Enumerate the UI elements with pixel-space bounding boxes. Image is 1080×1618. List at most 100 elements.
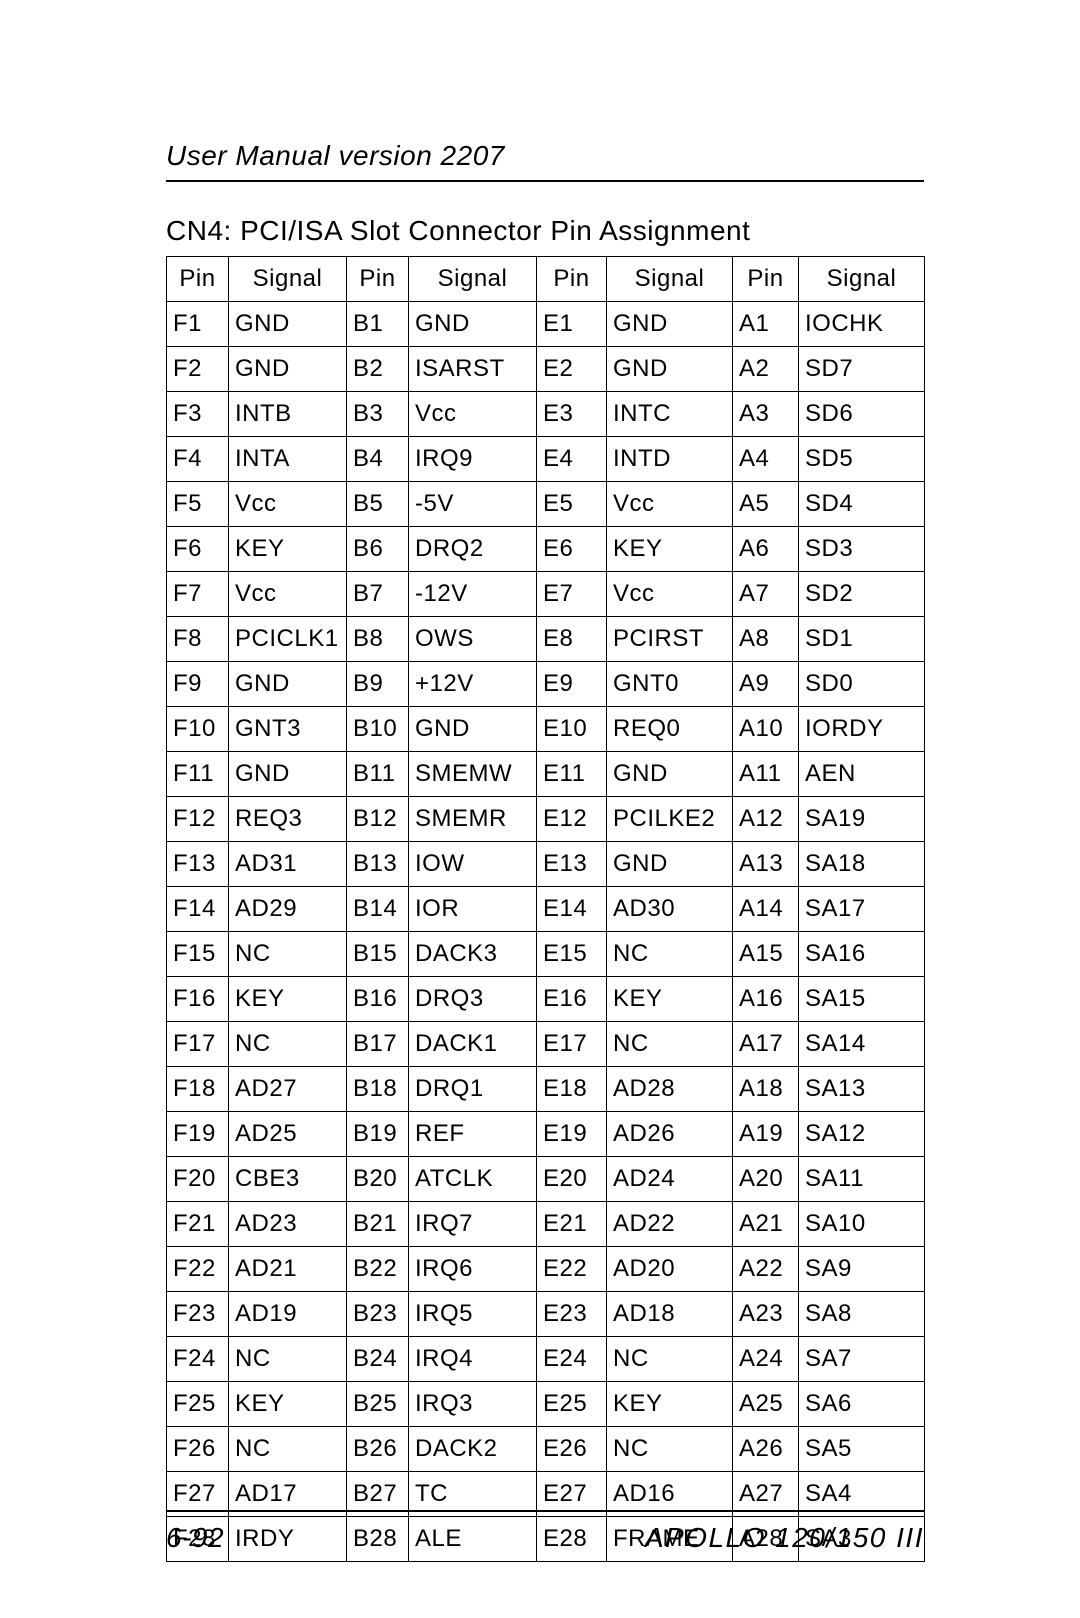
- table-row: F21AD23B21IRQ7E21AD22A21SA10: [167, 1202, 925, 1247]
- cell-pin: B17: [347, 1022, 409, 1067]
- table-row: F7VccB7-12VE7VccA7SD2: [167, 572, 925, 617]
- cell-signal: KEY: [607, 1382, 733, 1427]
- section-title: CN4: PCI/ISA Slot Connector Pin Assignme…: [166, 215, 750, 247]
- cell-signal: DACK3: [409, 932, 537, 977]
- cell-pin: F18: [167, 1067, 229, 1112]
- cell-pin: F6: [167, 527, 229, 572]
- col-header-pin: Pin: [733, 257, 799, 302]
- cell-pin: A9: [733, 662, 799, 707]
- col-header-signal: Signal: [229, 257, 347, 302]
- cell-pin: A18: [733, 1067, 799, 1112]
- cell-signal: SA17: [799, 887, 925, 932]
- cell-pin: A13: [733, 842, 799, 887]
- cell-pin: A23: [733, 1292, 799, 1337]
- cell-signal: IOR: [409, 887, 537, 932]
- cell-signal: SA7: [799, 1337, 925, 1382]
- cell-pin: A6: [733, 527, 799, 572]
- cell-pin: A25: [733, 1382, 799, 1427]
- cell-signal: SD5: [799, 437, 925, 482]
- cell-pin: B26: [347, 1427, 409, 1472]
- cell-signal: SA16: [799, 932, 925, 977]
- cell-pin: B4: [347, 437, 409, 482]
- cell-pin: B11: [347, 752, 409, 797]
- cell-signal: PCICLK1: [229, 617, 347, 662]
- cell-pin: A15: [733, 932, 799, 977]
- cell-pin: F20: [167, 1157, 229, 1202]
- cell-pin: A8: [733, 617, 799, 662]
- cell-signal: Vcc: [607, 572, 733, 617]
- cell-pin: F7: [167, 572, 229, 617]
- cell-pin: F5: [167, 482, 229, 527]
- cell-signal: GNT0: [607, 662, 733, 707]
- cell-pin: B13: [347, 842, 409, 887]
- cell-pin: E10: [537, 707, 607, 752]
- cell-signal: KEY: [607, 977, 733, 1022]
- cell-signal: GND: [607, 302, 733, 347]
- cell-pin: B15: [347, 932, 409, 977]
- cell-pin: B12: [347, 797, 409, 842]
- cell-pin: B16: [347, 977, 409, 1022]
- cell-signal: OWS: [409, 617, 537, 662]
- cell-pin: F8: [167, 617, 229, 662]
- cell-signal: IRQ4: [409, 1337, 537, 1382]
- cell-signal: KEY: [229, 527, 347, 572]
- table-row: F2GNDB2ISARSTE2GNDA2SD7: [167, 347, 925, 392]
- cell-pin: E15: [537, 932, 607, 977]
- cell-signal: SA13: [799, 1067, 925, 1112]
- cell-pin: B8: [347, 617, 409, 662]
- cell-pin: E26: [537, 1427, 607, 1472]
- table-row: F9GNDB9+12VE9GNT0A9SD0: [167, 662, 925, 707]
- cell-pin: F17: [167, 1022, 229, 1067]
- cell-pin: E3: [537, 392, 607, 437]
- cell-signal: SD4: [799, 482, 925, 527]
- cell-signal: ISARST: [409, 347, 537, 392]
- table-row: F6KEYB6DRQ2E6KEYA6SD3: [167, 527, 925, 572]
- cell-signal: REQ3: [229, 797, 347, 842]
- cell-signal: AD25: [229, 1112, 347, 1157]
- cell-signal: IRQ7: [409, 1202, 537, 1247]
- cell-pin: A11: [733, 752, 799, 797]
- table-row: F18AD27B18DRQ1E18AD28A18SA13: [167, 1067, 925, 1112]
- cell-pin: F21: [167, 1202, 229, 1247]
- cell-signal: AD21: [229, 1247, 347, 1292]
- cell-signal: SA8: [799, 1292, 925, 1337]
- table-row: F13AD31B13IOWE13GNDA13SA18: [167, 842, 925, 887]
- cell-pin: A7: [733, 572, 799, 617]
- cell-signal: -12V: [409, 572, 537, 617]
- cell-pin: E7: [537, 572, 607, 617]
- cell-signal: AD28: [607, 1067, 733, 1112]
- cell-pin: F10: [167, 707, 229, 752]
- cell-pin: A10: [733, 707, 799, 752]
- cell-signal: DACK1: [409, 1022, 537, 1067]
- cell-signal: SA12: [799, 1112, 925, 1157]
- cell-signal: NC: [607, 1337, 733, 1382]
- cell-pin: A12: [733, 797, 799, 842]
- cell-pin: F23: [167, 1292, 229, 1337]
- cell-signal: SD1: [799, 617, 925, 662]
- cell-pin: E14: [537, 887, 607, 932]
- cell-pin: E9: [537, 662, 607, 707]
- cell-signal: AD19: [229, 1292, 347, 1337]
- cell-pin: E4: [537, 437, 607, 482]
- cell-signal: GND: [229, 752, 347, 797]
- cell-signal: IOW: [409, 842, 537, 887]
- cell-signal: REF: [409, 1112, 537, 1157]
- footer-page-number: 6-92: [166, 1522, 224, 1554]
- col-header-signal: Signal: [799, 257, 925, 302]
- cell-pin: A14: [733, 887, 799, 932]
- cell-signal: NC: [607, 1022, 733, 1067]
- cell-signal: NC: [229, 1427, 347, 1472]
- cell-signal: IRQ6: [409, 1247, 537, 1292]
- table-row: F19AD25B19REFE19AD26A19SA12: [167, 1112, 925, 1157]
- cell-signal: -5V: [409, 482, 537, 527]
- cell-pin: E24: [537, 1337, 607, 1382]
- cell-signal: AD26: [607, 1112, 733, 1157]
- cell-pin: F9: [167, 662, 229, 707]
- cell-pin: B19: [347, 1112, 409, 1157]
- cell-signal: AD24: [607, 1157, 733, 1202]
- cell-pin: A2: [733, 347, 799, 392]
- cell-pin: F14: [167, 887, 229, 932]
- cell-pin: F13: [167, 842, 229, 887]
- cell-pin: E18: [537, 1067, 607, 1112]
- page: User Manual version 2207 CN4: PCI/ISA Sl…: [0, 0, 1080, 1618]
